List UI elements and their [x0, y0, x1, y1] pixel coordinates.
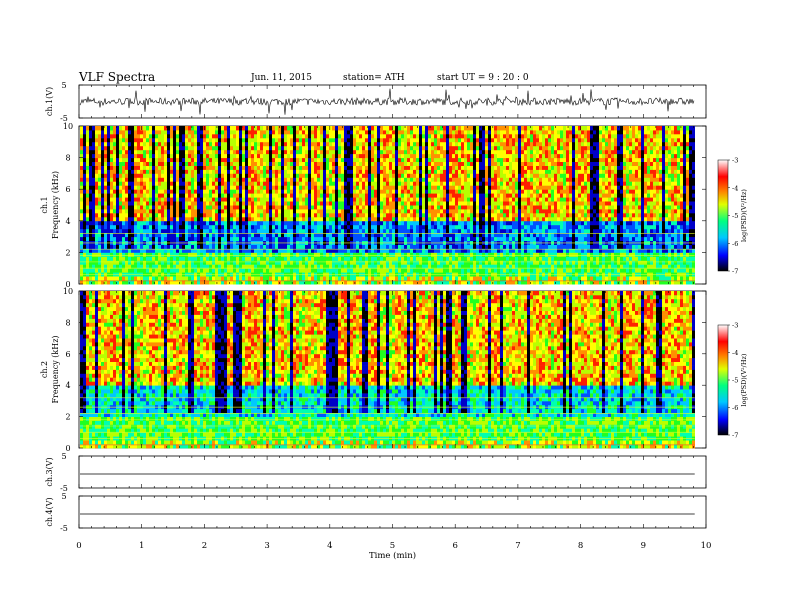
y-tick-bottom-label: -5 [60, 114, 68, 123]
colorbar-label: log(PSD)(V²/Hz) [740, 189, 748, 242]
start-time-label: start UT = 9 : 20 : 0 [437, 73, 529, 83]
figure-title: VLF Spectra [79, 70, 156, 84]
x-tick-label: 10 [701, 541, 712, 551]
x-axis-label: Time (min) [369, 550, 416, 561]
y-axis-label: ch.4(V) [45, 497, 54, 526]
x-tick-label: 2 [202, 541, 207, 551]
station-label: station= ATH [343, 73, 405, 83]
colorbar-tick-label: -3 [732, 322, 738, 330]
y-tick-top-label: 5 [61, 452, 66, 461]
y-axis-label: ch.3(V) [45, 457, 54, 486]
colorbar-tick-label: -6 [732, 404, 738, 412]
waveform-trace [79, 88, 695, 115]
panel-frame-ch1-waveform [78, 84, 707, 119]
y-tick-label: 4 [65, 381, 70, 390]
colorbar-tick-label: -4 [732, 184, 738, 192]
y-tick-label: 4 [65, 217, 70, 226]
y-tick-label: 10 [63, 287, 73, 296]
colorbar-tick-label: -7 [732, 432, 738, 440]
colorbar [717, 324, 729, 436]
x-tick-label: 4 [327, 541, 332, 551]
y-tick-bottom-label: -5 [60, 524, 68, 533]
y-tick-label: 6 [65, 350, 70, 359]
colorbar-tick-label: -7 [732, 268, 738, 276]
spectrogram-image [80, 291, 695, 449]
y-axis-label: Frequency (kHz) [51, 335, 60, 403]
channel-label: ch.1 [40, 196, 49, 213]
spectrogram-image [80, 126, 695, 285]
y-tick-label: 10 [63, 122, 73, 131]
date-label: Jun. 11, 2015 [251, 73, 313, 83]
x-tick-label: 9 [641, 541, 646, 551]
y-axis-label: Frequency (kHz) [51, 171, 60, 239]
y-tick-top-label: 5 [61, 81, 66, 90]
channel-label: ch.2 [40, 361, 49, 378]
x-tick-label: 1 [139, 541, 144, 551]
panel-frame-ch3-waveform [78, 455, 707, 489]
y-tick-label: 0 [65, 280, 70, 289]
colorbar [717, 159, 729, 272]
y-axis-label: ch.1(V) [45, 87, 54, 116]
panel-frame-ch4-waveform [78, 495, 707, 529]
y-tick-label: 2 [65, 413, 70, 422]
colorbar-tick-label: -5 [732, 212, 738, 220]
y-tick-label: 6 [65, 185, 70, 194]
x-tick-label: 0 [76, 541, 81, 551]
y-tick-label: 0 [65, 444, 70, 453]
colorbar-tick-label: -3 [732, 157, 738, 165]
y-tick-label: 8 [65, 154, 70, 163]
x-tick-label: 7 [515, 541, 520, 551]
colorbar-tick-label: -5 [732, 377, 738, 385]
x-tick-label: 5 [390, 541, 395, 551]
y-tick-bottom-label: -5 [60, 484, 68, 493]
y-tick-top-label: 5 [61, 492, 66, 501]
x-tick-label: 8 [578, 541, 583, 551]
y-tick-label: 2 [65, 248, 70, 257]
y-tick-label: 8 [65, 318, 70, 327]
colorbar-tick-label: -6 [732, 240, 738, 248]
colorbar-tick-label: -4 [732, 349, 738, 357]
x-tick-label: 3 [264, 541, 269, 551]
colorbar-label: log(PSD)(V²/Hz) [740, 353, 748, 406]
x-tick-label: 6 [452, 541, 457, 551]
